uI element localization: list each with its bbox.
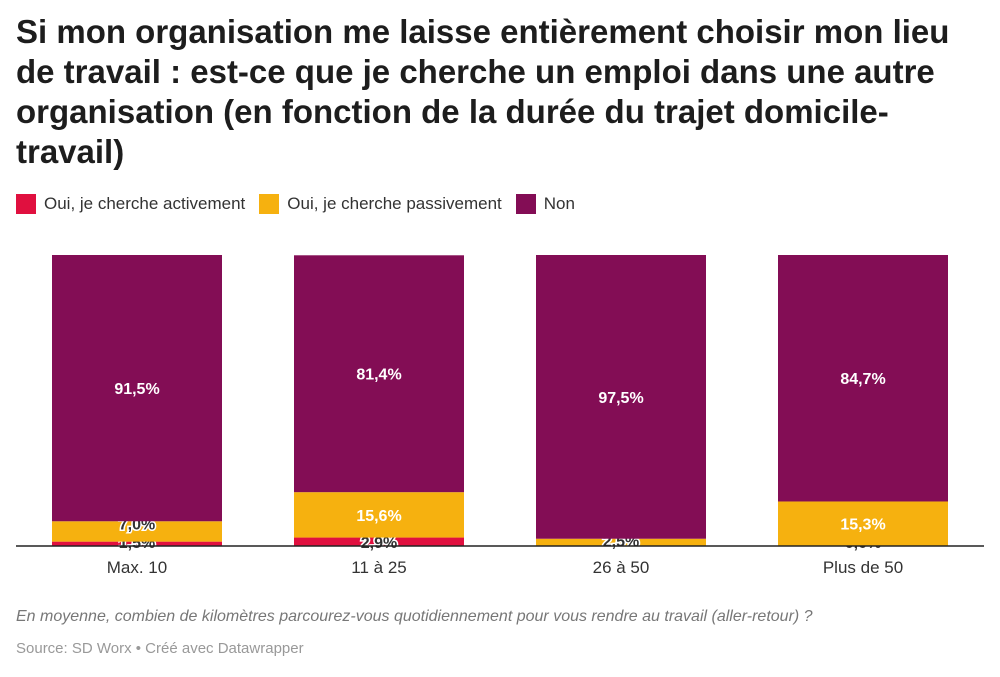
legend-item-active: Oui, je cherche activement [16,194,245,214]
bar-segment-passive-max-10 [52,521,222,542]
legend-label-passive: Oui, je cherche passivement [287,194,502,213]
value-label-active-11-a-25: 2,9% [361,535,397,552]
chart-source: Source: SD Worx • Créé avec Datawrapper [16,640,304,657]
legend-item-passive: Oui, je cherche passivement [259,194,502,214]
bar-segment-passive-26-a-50 [536,538,706,546]
value-label-non-plus-de-50: 84,7% [840,371,885,388]
category-label-11-a-25: 11 à 25 [351,558,406,577]
bar-segment-active-max-10 [52,541,222,546]
category-label-plus-de-50: Plus de 50 [823,558,903,577]
legend-label-non: Non [543,194,575,213]
chart-note: En moyenne, combien de kilomètres parcou… [16,608,813,625]
legend-swatch-passive [259,194,280,214]
chart-title: Si mon organisation me laisse entièremen… [16,13,950,170]
value-label-passive-11-a-25: 15,6% [356,508,401,525]
bar-segment-non-max-10 [52,255,222,522]
bar-segment-non-11-a-25 [294,255,464,493]
bar-segment-non-26-a-50 [536,255,706,539]
legend-swatch-active [16,194,36,214]
legend-item-non: Non [515,194,575,214]
bar-segment-active-11-a-25 [294,537,464,546]
legend-swatch-non [515,194,536,214]
category-label-max-10: Max. 10 [107,558,167,577]
value-label-non-26-a-50: 97,5% [598,390,643,407]
value-label-passive-plus-de-50: 15,3% [840,517,885,534]
legend-label-active: Oui, je cherche activement [44,194,246,213]
value-label-non-max-10: 91,5% [114,381,159,398]
bar-segment-passive-plus-de-50 [778,501,948,546]
value-label-non-11-a-25: 81,4% [356,367,401,384]
stacked-bar-chart: 1,5%7,0%91,5%Max. 102,9%15,6%81,4%11 à 2… [16,255,984,577]
bar-segment-passive-11-a-25 [294,492,464,538]
category-label-26-a-50: 26 à 50 [593,558,650,577]
bar-segment-non-plus-de-50 [778,255,948,502]
legend: Oui, je cherche activement Oui, je cherc… [16,194,589,214]
